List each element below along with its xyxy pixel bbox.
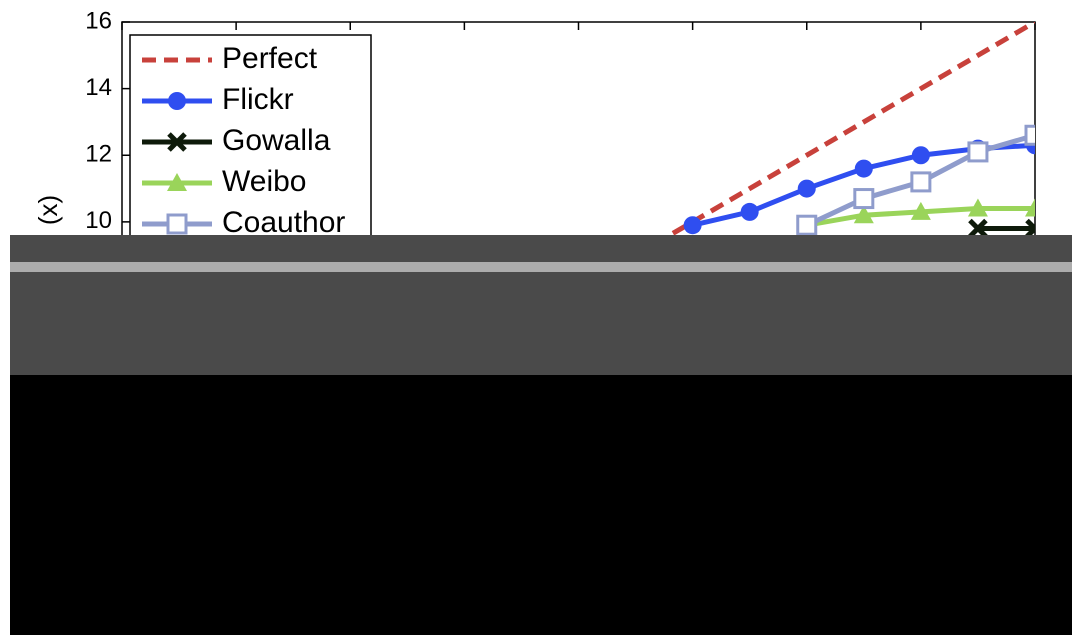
point bbox=[683, 216, 702, 235]
series bbox=[968, 218, 1035, 239]
y-tick-label: 10 bbox=[85, 207, 112, 234]
legend-label: Gowalla bbox=[222, 124, 331, 157]
point bbox=[853, 205, 874, 224]
corrupted-area bbox=[10, 375, 1072, 635]
point bbox=[1025, 218, 1035, 239]
legend-label: Weibo bbox=[222, 165, 307, 198]
point bbox=[796, 214, 818, 236]
point bbox=[968, 218, 988, 239]
corrupted-stripe bbox=[10, 262, 1072, 272]
point bbox=[910, 171, 932, 193]
point bbox=[967, 141, 989, 163]
series bbox=[796, 198, 1035, 234]
legend-marker bbox=[168, 92, 186, 110]
point bbox=[797, 179, 816, 198]
legend-marker bbox=[166, 213, 188, 235]
legend-marker bbox=[167, 132, 187, 152]
y-axis-label: (x) bbox=[33, 195, 63, 225]
series bbox=[796, 124, 1035, 236]
y-tick-label: 12 bbox=[85, 141, 112, 168]
y-tick-label: 14 bbox=[85, 74, 112, 101]
corrupted-band bbox=[10, 235, 1072, 375]
point bbox=[910, 201, 931, 220]
point bbox=[1025, 198, 1035, 217]
legend-label: Coauthor bbox=[222, 206, 345, 239]
legend-label: Flickr bbox=[222, 83, 294, 116]
point bbox=[967, 198, 988, 217]
point bbox=[740, 202, 759, 221]
point bbox=[1024, 124, 1035, 146]
legend-label: Perfect bbox=[222, 42, 318, 75]
legend-marker bbox=[167, 173, 187, 191]
point bbox=[853, 188, 875, 210]
y-tick-label: 16 bbox=[85, 7, 112, 34]
point bbox=[911, 146, 930, 165]
point bbox=[854, 159, 873, 178]
